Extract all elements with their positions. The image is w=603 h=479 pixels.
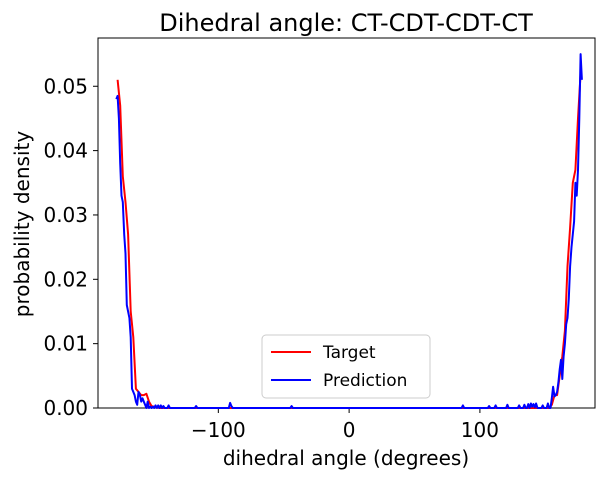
x-tick-label: 0 bbox=[343, 418, 356, 442]
chart-title: Dihedral angle: CT-CDT-CDT-CT bbox=[159, 9, 533, 37]
legend-label: Target bbox=[322, 343, 376, 363]
x-tick-label: 100 bbox=[461, 418, 499, 442]
y-axis-ticks: 0.00 0.01 0.02 0.03 0.04 0.05 bbox=[43, 74, 98, 420]
legend: Target Prediction bbox=[261, 334, 431, 399]
y-axis-label: probability density bbox=[10, 131, 34, 318]
series-layer bbox=[115, 53, 583, 409]
series-line-prediction bbox=[115, 53, 583, 409]
x-axis-ticks: −100 0 100 bbox=[191, 408, 499, 442]
y-tick-label: 0.00 bbox=[43, 396, 88, 420]
y-tick-label: 0.05 bbox=[43, 74, 88, 98]
legend-label: Prediction bbox=[323, 371, 407, 391]
x-axis-label: dihedral angle (degrees) bbox=[223, 446, 469, 470]
x-tick-label: −100 bbox=[191, 418, 246, 442]
y-tick-label: 0.04 bbox=[43, 139, 88, 163]
y-tick-label: 0.03 bbox=[43, 203, 88, 227]
y-tick-label: 0.01 bbox=[43, 332, 88, 356]
legend-box bbox=[261, 334, 431, 399]
y-tick-label: 0.02 bbox=[43, 267, 88, 291]
